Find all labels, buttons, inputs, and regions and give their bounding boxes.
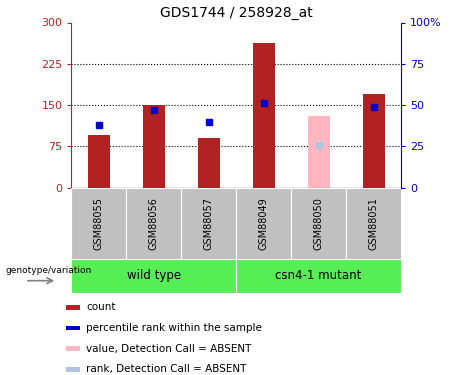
Text: genotype/variation: genotype/variation <box>6 266 92 275</box>
FancyBboxPatch shape <box>181 188 236 259</box>
Bar <box>66 367 80 372</box>
Text: GSM88057: GSM88057 <box>204 196 214 250</box>
Text: GSM88055: GSM88055 <box>94 196 104 250</box>
Text: GSM88056: GSM88056 <box>149 196 159 250</box>
Text: percentile rank within the sample: percentile rank within the sample <box>86 323 262 333</box>
FancyBboxPatch shape <box>71 188 126 259</box>
FancyBboxPatch shape <box>236 188 291 259</box>
FancyBboxPatch shape <box>346 188 401 259</box>
FancyBboxPatch shape <box>291 188 346 259</box>
Text: rank, Detection Call = ABSENT: rank, Detection Call = ABSENT <box>86 364 247 374</box>
FancyBboxPatch shape <box>71 259 236 292</box>
Bar <box>253 44 275 188</box>
Bar <box>66 346 80 351</box>
Text: value, Detection Call = ABSENT: value, Detection Call = ABSENT <box>86 344 252 354</box>
Bar <box>143 105 165 188</box>
FancyBboxPatch shape <box>126 188 181 259</box>
Text: GSM88050: GSM88050 <box>313 196 324 250</box>
Bar <box>363 94 384 188</box>
Text: csn4-1 mutant: csn4-1 mutant <box>276 269 362 282</box>
Bar <box>198 138 220 188</box>
Text: count: count <box>86 302 116 312</box>
Bar <box>307 116 330 188</box>
Text: GSM88051: GSM88051 <box>369 196 378 250</box>
Bar <box>66 305 80 310</box>
FancyBboxPatch shape <box>236 259 401 292</box>
Text: wild type: wild type <box>127 269 181 282</box>
Text: GSM88049: GSM88049 <box>259 197 269 249</box>
Title: GDS1744 / 258928_at: GDS1744 / 258928_at <box>160 6 313 20</box>
Bar <box>66 326 80 330</box>
Bar <box>88 135 110 188</box>
